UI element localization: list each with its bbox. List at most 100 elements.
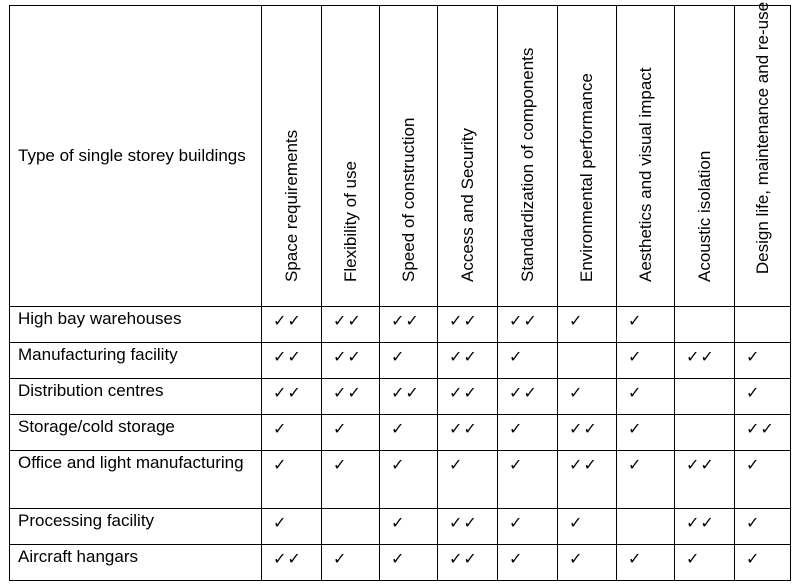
rating-cell: ✓ bbox=[497, 342, 558, 379]
rating-cell: ✓✓ bbox=[497, 306, 558, 343]
rating-cell: ✓ bbox=[321, 414, 380, 451]
check-mark-icon: ✓✓ bbox=[686, 455, 715, 474]
building-requirements-table: Type of single storey buildings Space re… bbox=[9, 2, 791, 581]
check-mark-icon: ✓ bbox=[628, 549, 643, 568]
rating-cell: ✓ bbox=[616, 544, 675, 581]
rating-cell bbox=[734, 306, 791, 343]
check-mark-icon: ✓✓ bbox=[449, 419, 478, 438]
check-mark-icon: ✓✓ bbox=[333, 311, 362, 330]
check-mark-icon: ✓✓ bbox=[391, 383, 420, 402]
rating-cell: ✓ bbox=[557, 508, 617, 545]
rating-cell: ✓ bbox=[557, 306, 617, 343]
check-mark-icon: ✓✓ bbox=[449, 383, 478, 402]
row-label-cell: Office and light manufacturing bbox=[9, 450, 262, 509]
check-mark-icon: ✓ bbox=[391, 455, 406, 474]
row-label: Distribution centres bbox=[18, 381, 164, 400]
rating-cell: ✓ bbox=[616, 378, 675, 415]
check-mark-icon: ✓✓ bbox=[273, 549, 302, 568]
column-header-environmental-performance: Environmental performance bbox=[557, 5, 617, 307]
check-mark-icon: ✓✓ bbox=[686, 513, 715, 532]
rating-cell: ✓ bbox=[616, 306, 675, 343]
check-mark-icon: ✓ bbox=[628, 383, 643, 402]
rating-cell: ✓✓ bbox=[437, 414, 498, 451]
column-header-design-life: Design life, maintenance and re-use bbox=[734, 2, 791, 307]
rating-cell: ✓✓ bbox=[674, 342, 735, 379]
rating-cell: ✓ bbox=[497, 414, 558, 451]
column-header-label: Flexibility of use bbox=[340, 161, 360, 282]
check-mark-icon: ✓ bbox=[746, 383, 761, 402]
check-mark-icon bbox=[675, 415, 734, 418]
check-mark-icon: ✓ bbox=[628, 455, 643, 474]
rating-cell: ✓ bbox=[734, 342, 791, 379]
rating-cell: ✓✓ bbox=[437, 544, 498, 581]
check-mark-icon: ✓✓ bbox=[449, 549, 478, 568]
row-label-cell: Distribution centres bbox=[9, 378, 262, 415]
table-row: High bay warehouses ✓✓ ✓✓ ✓✓ ✓✓ ✓✓ ✓ ✓ bbox=[9, 306, 791, 343]
rating-cell: ✓✓ bbox=[321, 378, 380, 415]
header-row: Type of single storey buildings Space re… bbox=[9, 2, 791, 307]
corner-header: Type of single storey buildings bbox=[9, 5, 262, 307]
rating-cell: ✓ bbox=[557, 378, 617, 415]
check-mark-icon: ✓ bbox=[628, 419, 643, 438]
rating-cell bbox=[674, 414, 735, 451]
check-mark-icon: ✓ bbox=[628, 347, 643, 366]
rating-cell: ✓✓ bbox=[437, 508, 498, 545]
check-mark-icon: ✓✓ bbox=[746, 419, 775, 438]
check-mark-icon: ✓✓ bbox=[569, 419, 598, 438]
column-header-label: Design life, maintenance and re-use bbox=[752, 1, 772, 275]
check-mark-icon bbox=[617, 509, 674, 512]
column-header-label: Acoustic isolation bbox=[694, 150, 714, 282]
rating-cell: ✓ bbox=[734, 544, 791, 581]
rating-cell: ✓✓ bbox=[261, 544, 322, 581]
check-mark-icon: ✓ bbox=[333, 455, 348, 474]
check-mark-icon: ✓✓ bbox=[686, 347, 715, 366]
check-mark-icon: ✓ bbox=[569, 383, 584, 402]
rating-cell: ✓ bbox=[734, 450, 791, 509]
row-label-cell: Processing facility bbox=[9, 508, 262, 545]
rating-cell: ✓✓ bbox=[674, 508, 735, 545]
check-mark-icon: ✓ bbox=[449, 455, 464, 474]
rating-cell: ✓✓ bbox=[321, 342, 380, 379]
check-mark-icon: ✓ bbox=[333, 419, 348, 438]
check-mark-icon bbox=[675, 307, 734, 310]
row-label: High bay warehouses bbox=[18, 309, 182, 328]
rating-cell: ✓✓ bbox=[261, 342, 322, 379]
check-mark-icon: ✓ bbox=[569, 311, 584, 330]
check-mark-icon: ✓ bbox=[391, 419, 406, 438]
rating-cell: ✓ bbox=[734, 378, 791, 415]
table-row: Distribution centres ✓✓ ✓✓ ✓✓ ✓✓ ✓✓ ✓ ✓ ✓ bbox=[9, 378, 791, 415]
column-header-space-requirements: Space requirements bbox=[261, 5, 322, 307]
rating-cell: ✓ bbox=[261, 508, 322, 545]
check-mark-icon: ✓✓ bbox=[391, 311, 420, 330]
column-header-label: Speed of construction bbox=[398, 117, 418, 282]
rating-cell: ✓✓ bbox=[734, 414, 791, 451]
check-mark-icon bbox=[735, 307, 790, 310]
column-header-aesthetics: Aesthetics and visual impact bbox=[616, 5, 675, 307]
check-mark-icon: ✓ bbox=[273, 513, 288, 532]
column-header-speed-of-construction: Speed of construction bbox=[379, 5, 438, 307]
rating-cell: ✓ bbox=[616, 342, 675, 379]
rating-cell: ✓✓ bbox=[557, 414, 617, 451]
rating-cell: ✓✓ bbox=[437, 306, 498, 343]
table-row: Manufacturing facility ✓✓ ✓✓ ✓ ✓✓ ✓ ✓ ✓✓ ✓ bbox=[9, 342, 791, 379]
corner-header-text: Type of single storey buildings bbox=[18, 146, 246, 165]
rating-cell: ✓ bbox=[379, 508, 438, 545]
rating-cell: ✓ bbox=[321, 450, 380, 509]
rating-cell: ✓ bbox=[734, 508, 791, 545]
check-mark-icon: ✓ bbox=[391, 549, 406, 568]
table-row: Storage/cold storage ✓ ✓ ✓ ✓✓ ✓ ✓✓ ✓ ✓✓ bbox=[9, 414, 791, 451]
check-mark-icon: ✓✓ bbox=[273, 347, 302, 366]
check-mark-icon: ✓ bbox=[273, 455, 288, 474]
check-mark-icon: ✓ bbox=[509, 513, 524, 532]
rating-cell: ✓ bbox=[616, 414, 675, 451]
column-header-flexibility-of-use: Flexibility of use bbox=[321, 5, 380, 307]
column-header-label: Space requirements bbox=[281, 129, 301, 282]
rating-cell: ✓✓ bbox=[437, 342, 498, 379]
row-label: Storage/cold storage bbox=[18, 417, 175, 436]
rating-cell bbox=[321, 508, 380, 545]
row-label: Manufacturing facility bbox=[18, 345, 178, 364]
row-label-cell: Manufacturing facility bbox=[9, 342, 262, 379]
rating-cell: ✓✓ bbox=[379, 306, 438, 343]
check-mark-icon: ✓✓ bbox=[449, 513, 478, 532]
check-mark-icon: ✓ bbox=[273, 419, 288, 438]
